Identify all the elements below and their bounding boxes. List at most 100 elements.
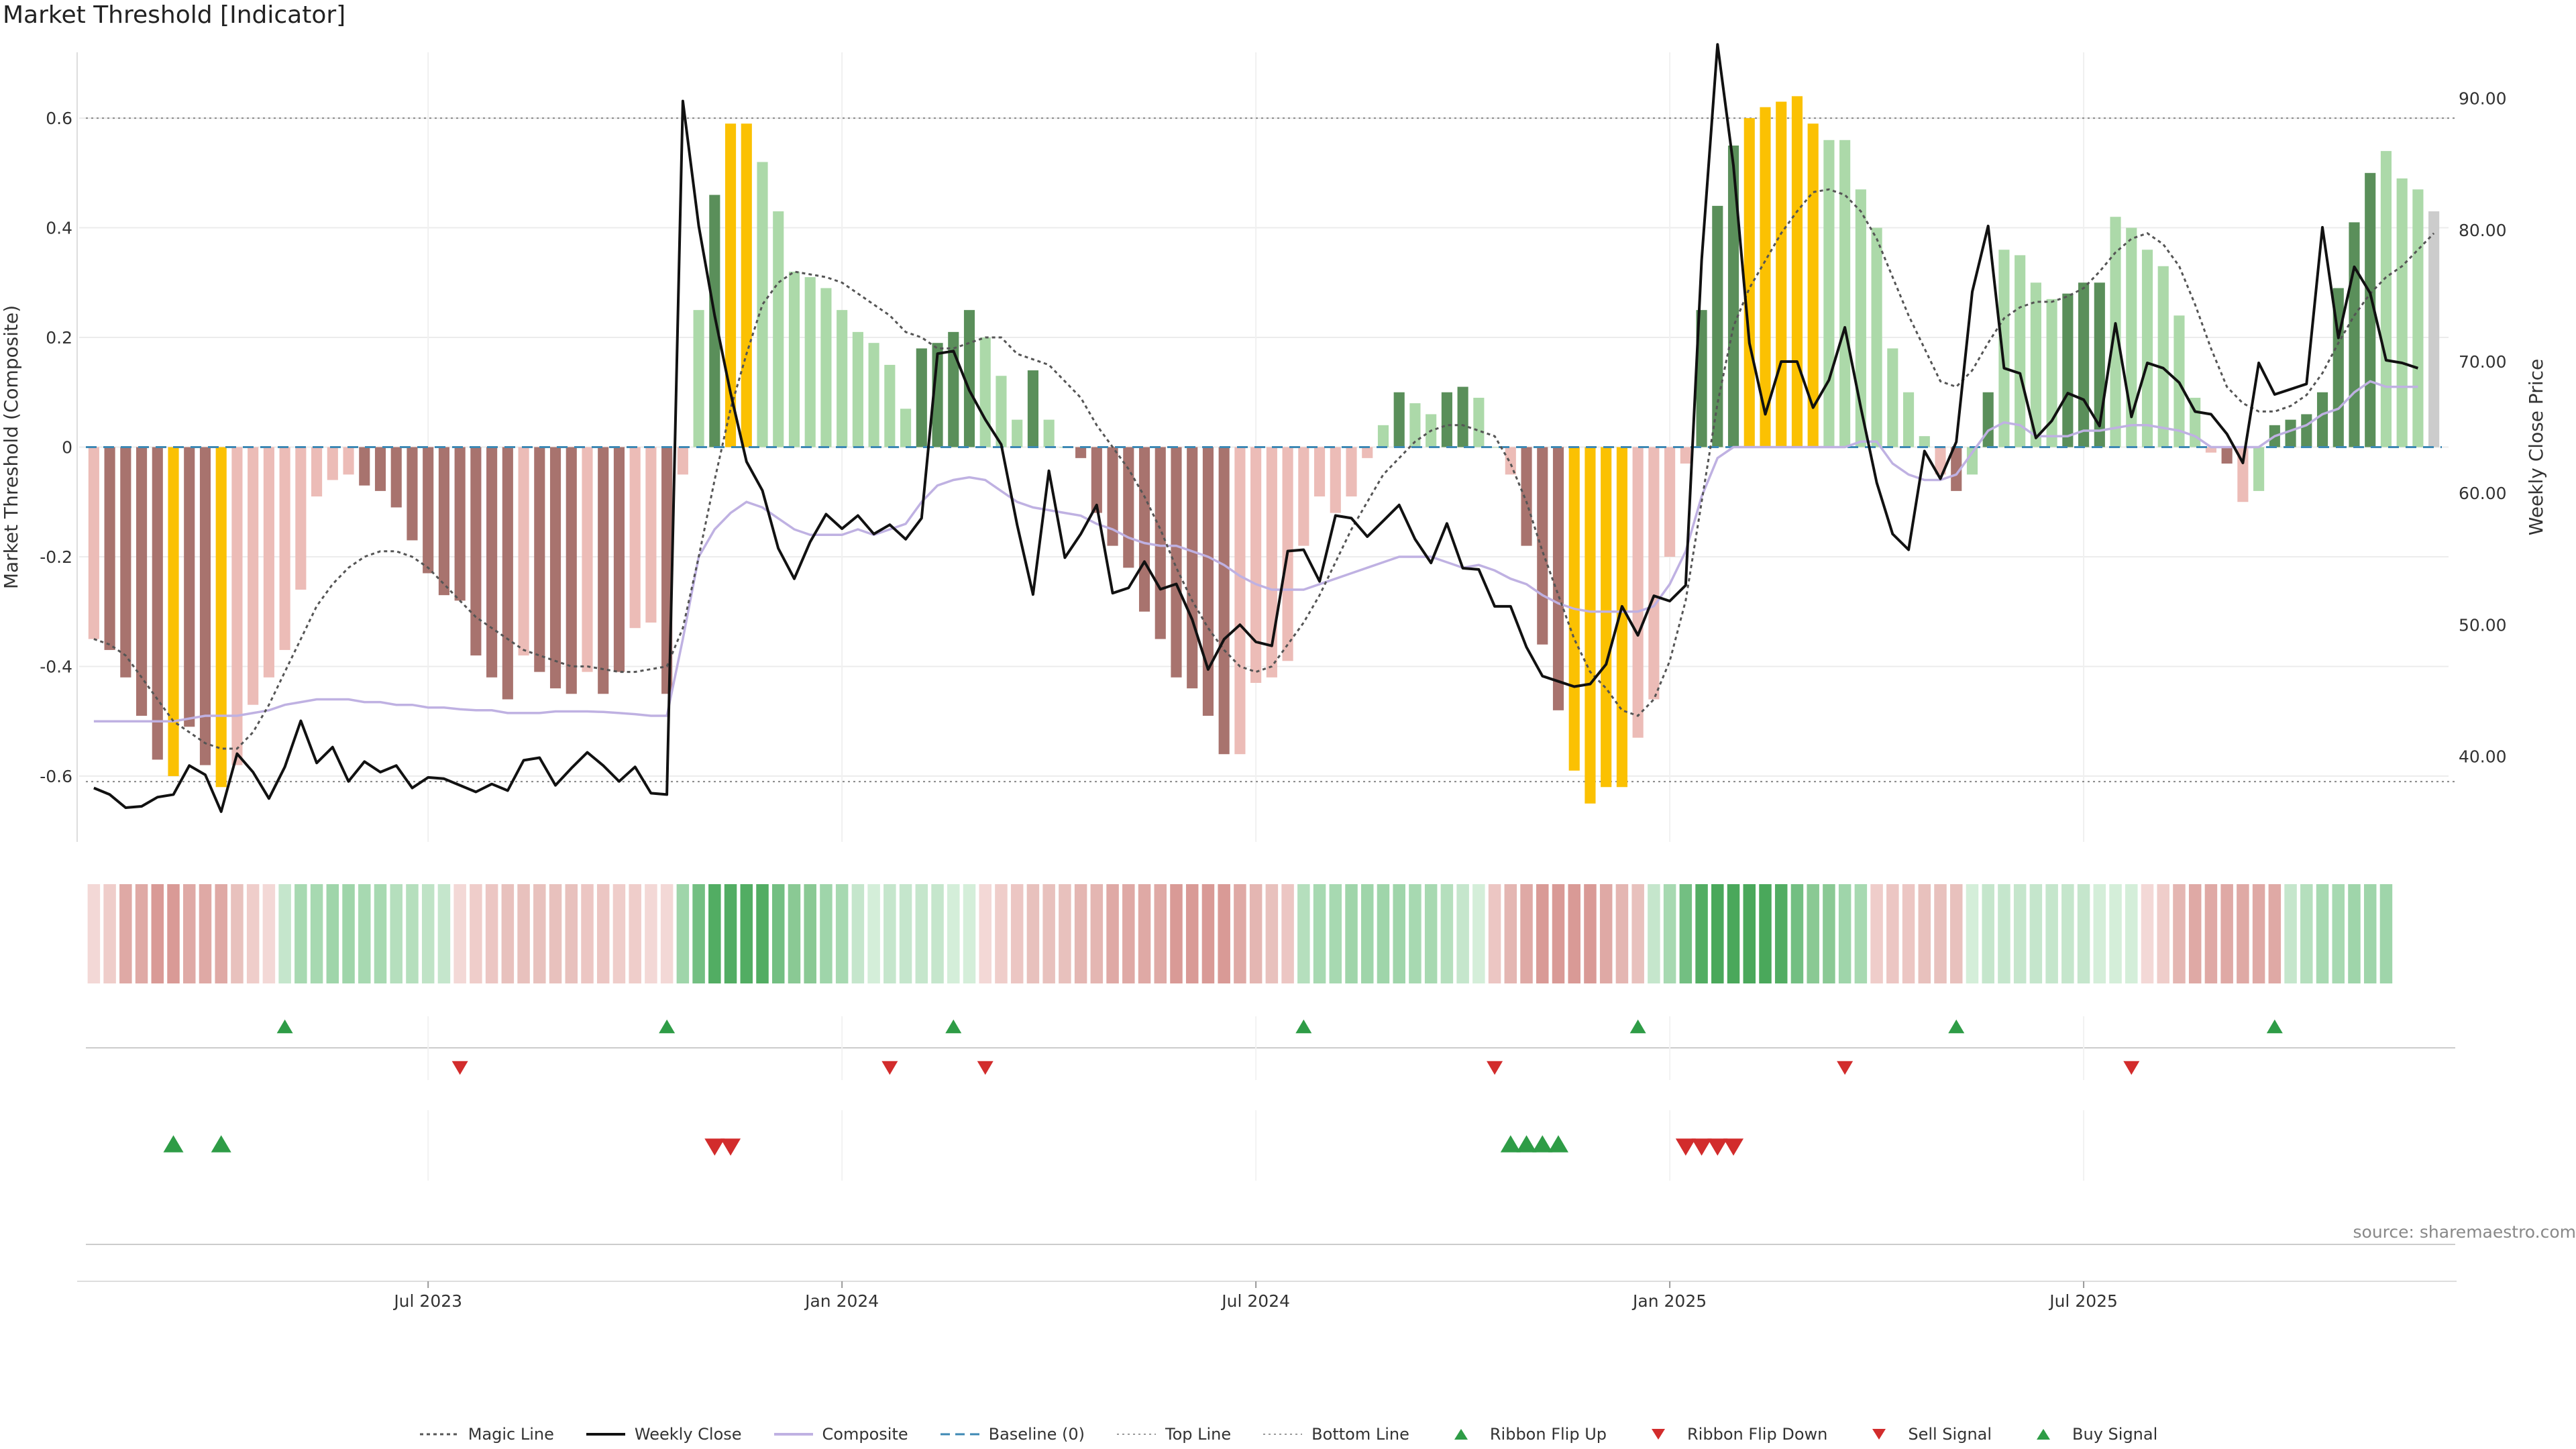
ribbon-cell [2316, 884, 2329, 983]
legend-item: Baseline (0) [939, 1425, 1085, 1444]
ribbon-cell [1679, 884, 1693, 983]
composite-bar [295, 447, 307, 590]
legend-label: Ribbon Flip Down [1687, 1425, 1828, 1444]
composite-bar [979, 337, 991, 447]
legend-item: Ribbon Flip Down [1638, 1425, 1827, 1444]
legend-label: Weekly Close [634, 1425, 742, 1444]
ribbon-flip-down-marker [451, 1061, 468, 1075]
ribbon-cell [1122, 884, 1135, 983]
legend-label: Ribbon Flip Up [1489, 1425, 1607, 1444]
solid-lavender-line-icon [773, 1433, 813, 1436]
y2-tick-label: 60.00 [2459, 484, 2507, 503]
ribbon-cell [1281, 884, 1294, 983]
ribbon-cell [1759, 884, 1772, 983]
ribbon-cell [1886, 884, 1899, 983]
ribbon-cell [1393, 884, 1405, 983]
composite-bar [1919, 436, 1930, 447]
ribbon-cell [1185, 884, 1199, 983]
composite-bar [1298, 447, 1309, 546]
ribbon-flip-down-marker [1837, 1061, 1854, 1075]
composite-bar [136, 447, 148, 716]
composite-bar [2349, 222, 2360, 447]
composite-bar [1202, 447, 1214, 716]
ribbon-cell [1504, 884, 1517, 983]
ribbon-cell [103, 884, 116, 983]
ribbon-cell [1409, 884, 1421, 983]
composite-bar [2428, 211, 2440, 447]
legend-label: Magic Line [468, 1425, 554, 1444]
y2-tick-label: 40.00 [2459, 747, 2507, 766]
ribbon-cell [596, 884, 610, 983]
ribbon-cell [1918, 884, 1931, 983]
reference-lines [86, 117, 2457, 783]
ribbon-cell [1774, 884, 1788, 983]
ribbon-cell [915, 884, 928, 983]
sell-signal-marker [720, 1138, 741, 1156]
composite-bar [1807, 123, 1819, 447]
sell-signal-marker [704, 1138, 725, 1156]
legend-label: Composite [822, 1425, 908, 1444]
ribbon-cell [740, 884, 753, 983]
ribbon-cell [1648, 884, 1660, 983]
ribbon-cell [310, 884, 323, 983]
composite-bar [1680, 447, 1691, 464]
ribbon-cell [1552, 884, 1565, 983]
y-tick-label: 0.4 [46, 219, 72, 238]
composite-bar [2141, 250, 2153, 447]
ribbon-cell [2045, 884, 2058, 983]
ribbon-cell [1568, 884, 1580, 983]
ribbon-cell [1823, 884, 1835, 983]
composite-bar [374, 447, 386, 491]
ribbon-flip-up-marker [1295, 1019, 1312, 1034]
composite-bar [2221, 447, 2233, 464]
ribbon-cell [2061, 884, 2074, 983]
ribbon-cell [612, 884, 626, 983]
ribbon-cell [1201, 884, 1215, 983]
legend-item: Sell Signal [1858, 1425, 1992, 1444]
y-tick-label: -0.6 [40, 767, 72, 786]
ribbon-cell [899, 884, 912, 983]
ribbon-cell [692, 884, 705, 983]
signal-panel [86, 1110, 2455, 1245]
ribbon-cell [549, 884, 562, 983]
date-axis: Jul 2023 Jan 2024 Jul 2024 Jan 2025 Jul 2025 [77, 1281, 2457, 1311]
legend-item: Buy Signal [2023, 1425, 2157, 1444]
ribbon-cell [851, 884, 865, 983]
composite-bar [1505, 447, 1516, 475]
ribbon-cell [1998, 884, 2010, 983]
composite-bar [2126, 227, 2137, 447]
ribbon-cell [470, 884, 482, 983]
composite-bar [1409, 403, 1421, 447]
ribbon-cell [1234, 884, 1246, 983]
ribbon-cell [1949, 884, 1963, 983]
composite-bar [534, 447, 545, 672]
y-tick-label: 0 [62, 438, 72, 458]
sell-signal-marker [1707, 1138, 1728, 1156]
ribbon-cell [995, 884, 1008, 983]
ribbon-cell [1297, 884, 1310, 983]
composite-bar [407, 447, 418, 541]
composite-bar [279, 447, 290, 650]
ribbon-cell [804, 884, 816, 983]
composite-bar [2030, 282, 2041, 447]
ribbon-cell [645, 884, 657, 983]
composite-bar [1377, 425, 1389, 447]
composite-bar [1966, 447, 1978, 475]
ribbon-cell [724, 884, 737, 983]
ribbon-cell [1377, 884, 1390, 983]
ribbon-cell [660, 884, 674, 983]
composite-bar [1012, 419, 1023, 447]
composite-bar [1839, 140, 1851, 447]
ribbon-cell [2109, 884, 2122, 983]
composite-bar [1171, 447, 1182, 678]
ribbon-cell [2093, 884, 2106, 983]
ribbon-cell [294, 884, 307, 983]
composite-bar [1871, 227, 1882, 447]
composite-bar [248, 447, 259, 705]
ribbon-cell [1218, 884, 1230, 983]
ribbon-flip-down-marker [2123, 1061, 2140, 1075]
ribbon-cell [2284, 884, 2297, 983]
ribbon-cell [2268, 884, 2282, 983]
ribbon-cell [1360, 884, 1374, 983]
x-tick-label: Jan 2024 [804, 1291, 879, 1311]
